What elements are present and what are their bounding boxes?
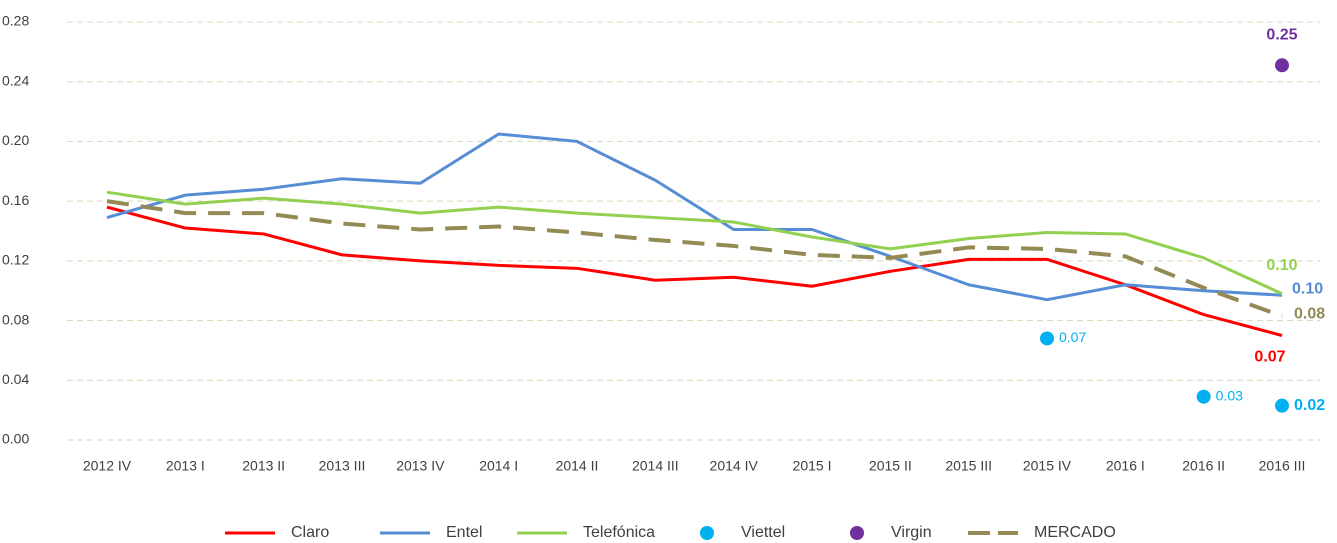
x-tick-label: 2016 I xyxy=(1106,458,1145,474)
x-tick-label: 2013 III xyxy=(319,458,366,474)
value-label: 0.10 xyxy=(1266,257,1297,274)
y-tick-label: 0.08 xyxy=(2,311,29,327)
x-tick-label: 2014 I xyxy=(479,458,518,474)
x-tick-label: 2013 II xyxy=(242,458,285,474)
x-tick-label: 2015 I xyxy=(793,458,832,474)
x-tick-label: 2015 III xyxy=(945,458,992,474)
series-line xyxy=(106,205,1283,337)
x-tick-label: 2014 III xyxy=(632,458,679,474)
legend-swatch xyxy=(700,526,714,540)
y-tick-label: 0.12 xyxy=(2,252,29,268)
point xyxy=(1196,389,1211,404)
value-label: 0.25 xyxy=(1266,27,1297,44)
x-tick-label: 2015 II xyxy=(869,458,912,474)
legend-swatch xyxy=(850,526,864,540)
y-tick-label: 0.28 xyxy=(2,13,29,29)
legend-label: Virgin xyxy=(891,524,932,541)
series-line xyxy=(106,132,1283,302)
x-tick-label: 2012 IV xyxy=(83,458,132,474)
x-tick-label: 2016 II xyxy=(1182,458,1225,474)
y-tick-label: 0.04 xyxy=(2,371,29,387)
legend-label: Claro xyxy=(291,524,329,541)
point xyxy=(1275,58,1289,73)
value-label: 0.10 xyxy=(1292,280,1323,297)
value-label: 0.07 xyxy=(1059,329,1086,345)
legend-label: Telefónica xyxy=(583,524,655,541)
y-tick-label: 0.16 xyxy=(2,192,29,208)
y-tick-label: 0.20 xyxy=(2,132,29,148)
x-tick-label: 2013 I xyxy=(166,458,205,474)
value-label: 0.07 xyxy=(1254,349,1285,366)
x-tick-label: 2013 IV xyxy=(396,458,445,474)
x-tick-label: 2014 II xyxy=(556,458,599,474)
y-tick-label: 0.00 xyxy=(2,431,29,447)
value-label: 0.03 xyxy=(1216,387,1243,403)
value-label: 0.02 xyxy=(1294,397,1325,414)
value-label: 0.08 xyxy=(1294,305,1325,322)
x-tick-label: 2016 III xyxy=(1259,458,1306,474)
point xyxy=(1040,331,1054,346)
y-tick-label: 0.24 xyxy=(2,72,29,88)
x-tick-label: 2014 IV xyxy=(710,458,759,474)
series-line xyxy=(106,199,1283,318)
legend-label: MERCADO xyxy=(1034,524,1116,541)
series-line xyxy=(106,190,1283,296)
legend-label: Viettel xyxy=(741,524,785,541)
point xyxy=(1275,398,1289,413)
x-tick-label: 2015 IV xyxy=(1023,458,1072,474)
legend-label: Entel xyxy=(446,524,482,541)
